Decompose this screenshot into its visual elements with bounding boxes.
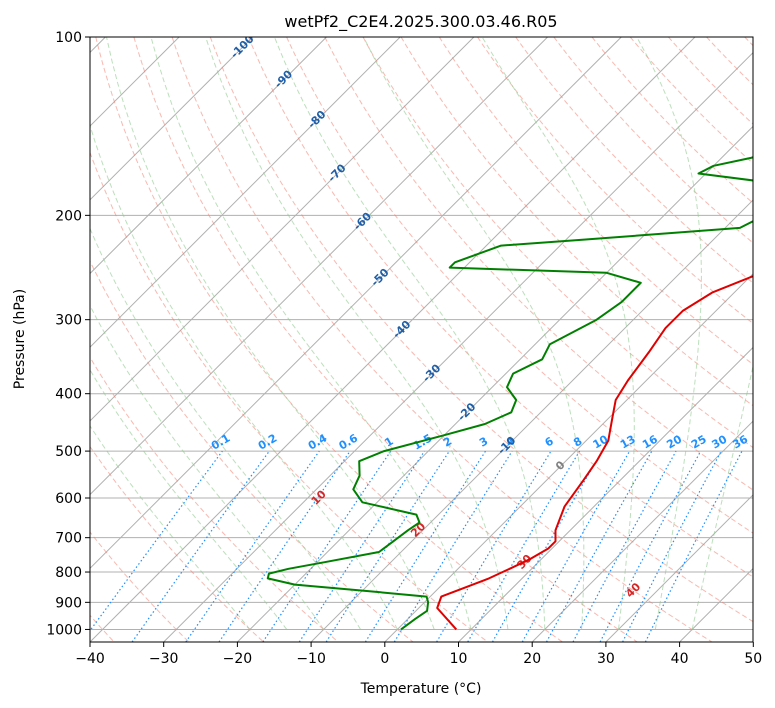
moist-adiabat-line: [150, 37, 472, 630]
x-axis-title: Temperature (°C): [360, 681, 482, 697]
temperature-profile: [436, 275, 753, 631]
dry-adiabat-line: [90, 445, 264, 642]
y-tick-label: 700: [55, 531, 82, 547]
dry-adiabat-line: [400, 37, 753, 407]
isotherm-line: [163, 51, 753, 642]
chart-title: wetPf2_C2E4.2025.300.03.46.R05: [284, 12, 557, 32]
y-axis-title: Pressure (hPa): [12, 289, 28, 389]
dewpoint-profile: [266, 156, 753, 631]
dry-adiabat-line: [133, 37, 638, 642]
isotherm-line: [531, 420, 753, 642]
isotherm-line: [90, 37, 696, 642]
moist-adiabat-line: [90, 304, 325, 630]
dry-adiabat-line: [90, 356, 339, 642]
plot-frame: [89, 36, 754, 643]
isotherm-line: [90, 37, 254, 201]
mixing-ratio-line: [545, 450, 653, 642]
y-tick-label: 1000: [46, 622, 82, 638]
dry-adiabat-line: [95, 37, 563, 642]
mixing-ratio-line: [298, 450, 425, 642]
y-tick-label: 100: [55, 30, 82, 46]
moist-adiabat-line: [363, 37, 585, 630]
background-lines: [90, 37, 753, 642]
y-tick-label: 200: [55, 208, 82, 224]
mixing-ratio-line: [572, 450, 677, 642]
dry-adiabat-line: [209, 37, 753, 623]
isotherm-line: [605, 494, 753, 642]
y-tick-label: 600: [55, 491, 82, 507]
dry-adiabat-line: [362, 37, 753, 449]
isotherm-line: [384, 273, 753, 642]
x-tick-label: 30: [597, 651, 615, 667]
mixing-ratio-line: [393, 450, 513, 642]
moist-adiabat-line: [691, 364, 753, 630]
mixing-ratio-line: [644, 450, 743, 642]
x-tick-label: 0: [380, 651, 389, 667]
mixing-ratio-line: [325, 450, 450, 642]
x-tick-label: −40: [75, 651, 105, 667]
dry-adiabat-line: [286, 37, 753, 534]
mixing-ratio-line: [90, 450, 223, 632]
y-tick-label: 500: [55, 444, 82, 460]
isotherm-line: [458, 346, 753, 642]
x-tick-label: −10: [296, 651, 326, 667]
x-tick-label: −30: [149, 651, 179, 667]
dry-adiabat-line: [515, 37, 753, 284]
mixing-ratio-line: [218, 450, 351, 642]
mixing-ratio-line: [262, 450, 392, 642]
axis-ticks: −40 −30 −20 −10 0 10 20 30 40 50 100 200 300 400 500 60…: [46, 30, 762, 667]
x-tick-label: 50: [744, 651, 762, 667]
mixing-ratio-line: [131, 450, 270, 642]
isotherm-line: [90, 37, 401, 348]
moist-adiabat-line: [273, 37, 546, 630]
dry-adiabat-line: [171, 37, 713, 642]
dry-adiabat-line: [553, 37, 753, 244]
isotherm-line: [90, 37, 622, 570]
isotherm-line: [237, 125, 753, 642]
moist-adiabat-line: [481, 37, 635, 630]
isotherm-line: [90, 37, 475, 422]
isotherm-line: [90, 37, 548, 496]
moist-adiabat-line: [90, 123, 398, 630]
isotherm-line: [90, 37, 327, 275]
series-layer: [266, 156, 753, 631]
mixing-ratio-line: [521, 450, 631, 642]
moist-adiabat-line: [205, 37, 509, 630]
x-tick-label: 10: [450, 651, 468, 667]
y-tick-label: 800: [55, 565, 82, 581]
x-tick-label: −20: [223, 651, 253, 667]
mixing-ratio-line: [185, 450, 320, 642]
dry-adiabat-line: [90, 260, 414, 642]
y-tick-label: 900: [55, 595, 82, 611]
moist-adiabat-line: [106, 37, 435, 630]
x-tick-label: 20: [523, 651, 541, 667]
dry-adiabat-line: [629, 37, 753, 165]
dry-adiabat-line: [438, 37, 753, 365]
y-tick-label: 300: [55, 313, 82, 329]
dry-adiabat-line: [248, 37, 753, 578]
y-tick-label: 400: [55, 387, 82, 403]
x-tick-label: 40: [671, 651, 689, 667]
moist-adiabat-line: [636, 37, 702, 630]
